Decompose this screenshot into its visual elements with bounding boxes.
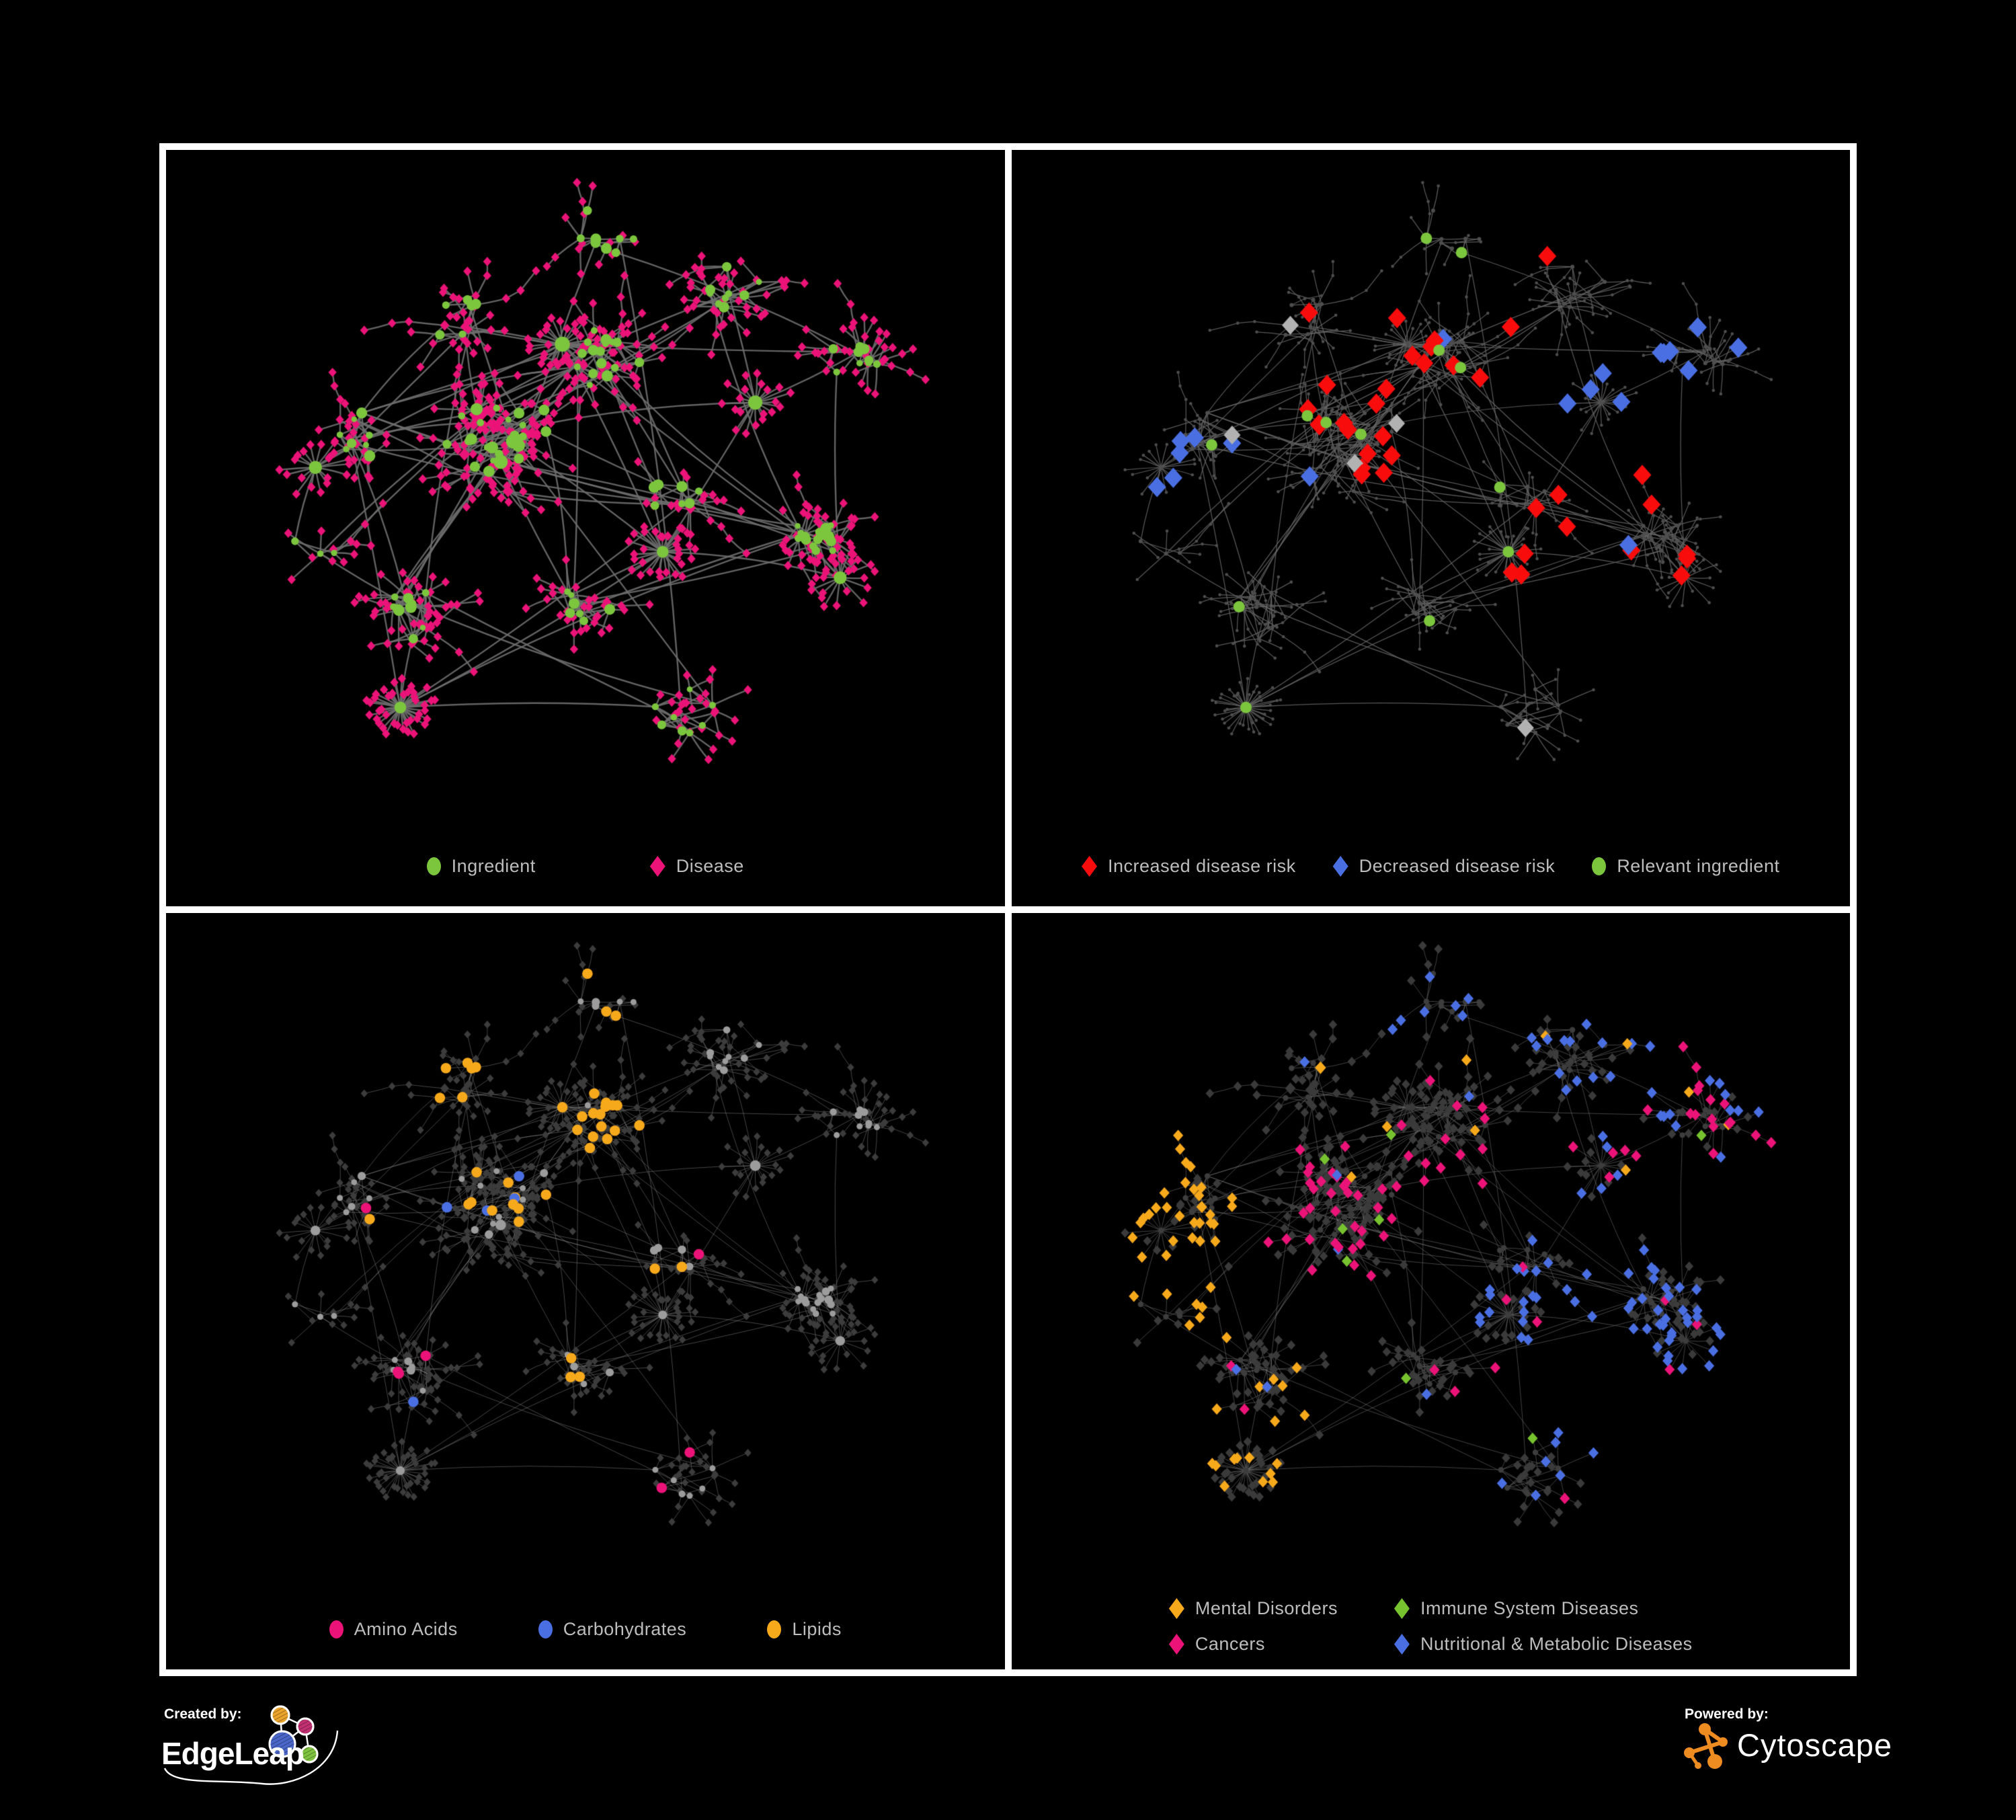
network-canvas-disease-classes (1011, 913, 1850, 1669)
legend-item-label: Carbohydrates (563, 1619, 687, 1639)
legend-disease-classes: Mental Disorders Immune System Diseases Ca… (1168, 1598, 1693, 1655)
powered-by-label: Powered by: (1685, 1706, 1769, 1722)
relevant-ingredient-circle-icon (1592, 857, 1607, 875)
legend-item: Mental Disorders (1168, 1598, 1338, 1619)
legend-item: Lipids (767, 1619, 842, 1640)
legend-item: Relevant ingredient (1592, 856, 1779, 877)
legend-item: Immune System Diseases (1394, 1598, 1639, 1619)
legend-item-label: Relevant ingredient (1617, 856, 1780, 876)
disease-diamond-icon (649, 856, 666, 877)
legend-item-label: Mental Disorders (1195, 1598, 1338, 1618)
panel-disease-risk: Increased disease risk Decreased disease … (1011, 150, 1851, 906)
legend-item: Carbohydrates (538, 1619, 687, 1640)
panel-macronutrients: Amino Acids Carbohydrates Lipids (166, 913, 1005, 1669)
ingredient-circle-icon (426, 857, 441, 875)
legend-item: Increased disease risk (1082, 856, 1296, 877)
legend-item: Amino Acids (329, 1619, 458, 1640)
cytoscape-wordmark: Cytoscape (1737, 1727, 1892, 1763)
carbohydrates-circle-icon (538, 1620, 553, 1638)
legend-item-label: Lipids (792, 1619, 842, 1639)
cancers-diamond-icon (1168, 1634, 1184, 1655)
amino-acids-circle-icon (329, 1620, 344, 1638)
created-by-label: Created by: (164, 1706, 242, 1722)
immune-system-diamond-icon (1394, 1598, 1410, 1619)
legend-item: Nutritional & Metabolic Diseases (1394, 1634, 1693, 1655)
network-canvas-ingredient-disease (166, 150, 1005, 906)
legend-item: Disease (649, 856, 744, 877)
legend-ingredient-disease: Ingredient Disease (166, 856, 1005, 877)
edgeleap-swoosh (163, 1730, 339, 1785)
legend-item-label: Ingredient (451, 856, 536, 876)
legend-disease-risk: Increased disease risk Decreased disease … (1012, 856, 1851, 877)
panel-grid: Ingredient Disease Increased disease risk… (159, 143, 1857, 1676)
panel-disease-classes: Mental Disorders Immune System Diseases Ca… (1011, 913, 1850, 1669)
legend-item-label: Decreased disease risk (1359, 856, 1556, 876)
network-canvas-disease-risk (1011, 150, 1850, 906)
increased-risk-diamond-icon (1082, 856, 1098, 877)
lipids-circle-icon (767, 1620, 782, 1638)
legend-item-label: Cancers (1195, 1634, 1265, 1654)
cytoscape-credit: Powered by: Cytoscape (1675, 1704, 1917, 1788)
nutritional-metabolic-diamond-icon (1394, 1634, 1410, 1655)
mental-disorders-diamond-icon (1168, 1598, 1184, 1619)
legend-item-label: Disease (676, 856, 744, 876)
network-canvas-macronutrients (166, 913, 1005, 1669)
cytoscape-logo: Powered by: Cytoscape (1684, 1706, 1892, 1769)
legend-item: Ingredient (426, 856, 536, 877)
legend-item: Decreased disease risk (1332, 856, 1556, 877)
legend-item-label: Increased disease risk (1108, 856, 1296, 876)
edgeleap-network-nodes (268, 1705, 319, 1764)
decreased-risk-diamond-icon (1332, 856, 1348, 877)
panel-ingredient-disease: Ingredient Disease (166, 150, 1005, 906)
cytoscape-logo-icon (1684, 1723, 1728, 1769)
edgeleap-wordmark: EdgeLeap (161, 1736, 304, 1771)
legend-item-label: Amino Acids (354, 1619, 458, 1639)
legend-item: Cancers (1168, 1634, 1265, 1655)
legend-item-label: Immune System Diseases (1420, 1598, 1639, 1618)
edgeleap-credit: Created by: EdgeLeap (161, 1704, 363, 1815)
legend-item-label: Nutritional & Metabolic Diseases (1420, 1634, 1693, 1654)
legend-macronutrients: Amino Acids Carbohydrates Lipids (166, 1619, 1005, 1640)
edgeleap-logo: Created by: EdgeLeap (161, 1705, 339, 1785)
